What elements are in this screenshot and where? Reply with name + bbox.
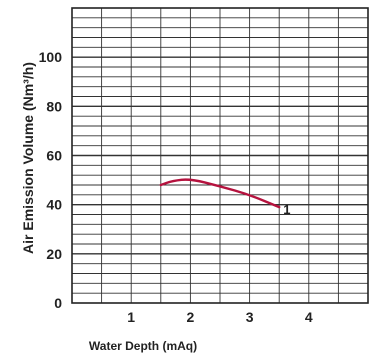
y-tick-label: 20	[46, 246, 62, 262]
x-tick-label: 3	[246, 309, 254, 325]
plot-border	[71, 7, 369, 304]
x-tick-label: 1	[127, 309, 135, 325]
y-tick-labels: 0 20 40 60 80 100	[39, 49, 63, 311]
y-tick-label: 80	[46, 98, 62, 114]
y-tick-label: 40	[46, 197, 62, 213]
x-tick-label: 4	[305, 309, 313, 325]
y-tick-label: 60	[46, 148, 62, 164]
x-tick-labels: 1 2 3 4	[127, 309, 313, 325]
y-tick-label: 100	[39, 49, 63, 65]
y-tick-label: 0	[54, 295, 62, 311]
grid	[71, 7, 369, 304]
series-line	[159, 178, 281, 209]
x-axis-label: Water Depth (mAq)	[89, 339, 197, 353]
series-label: 1	[283, 202, 290, 217]
x-tick-label: 2	[187, 309, 195, 325]
series-lines: 1	[159, 178, 290, 217]
y-axis-label: Air Emission Volume (Nm³/h)	[20, 62, 36, 254]
